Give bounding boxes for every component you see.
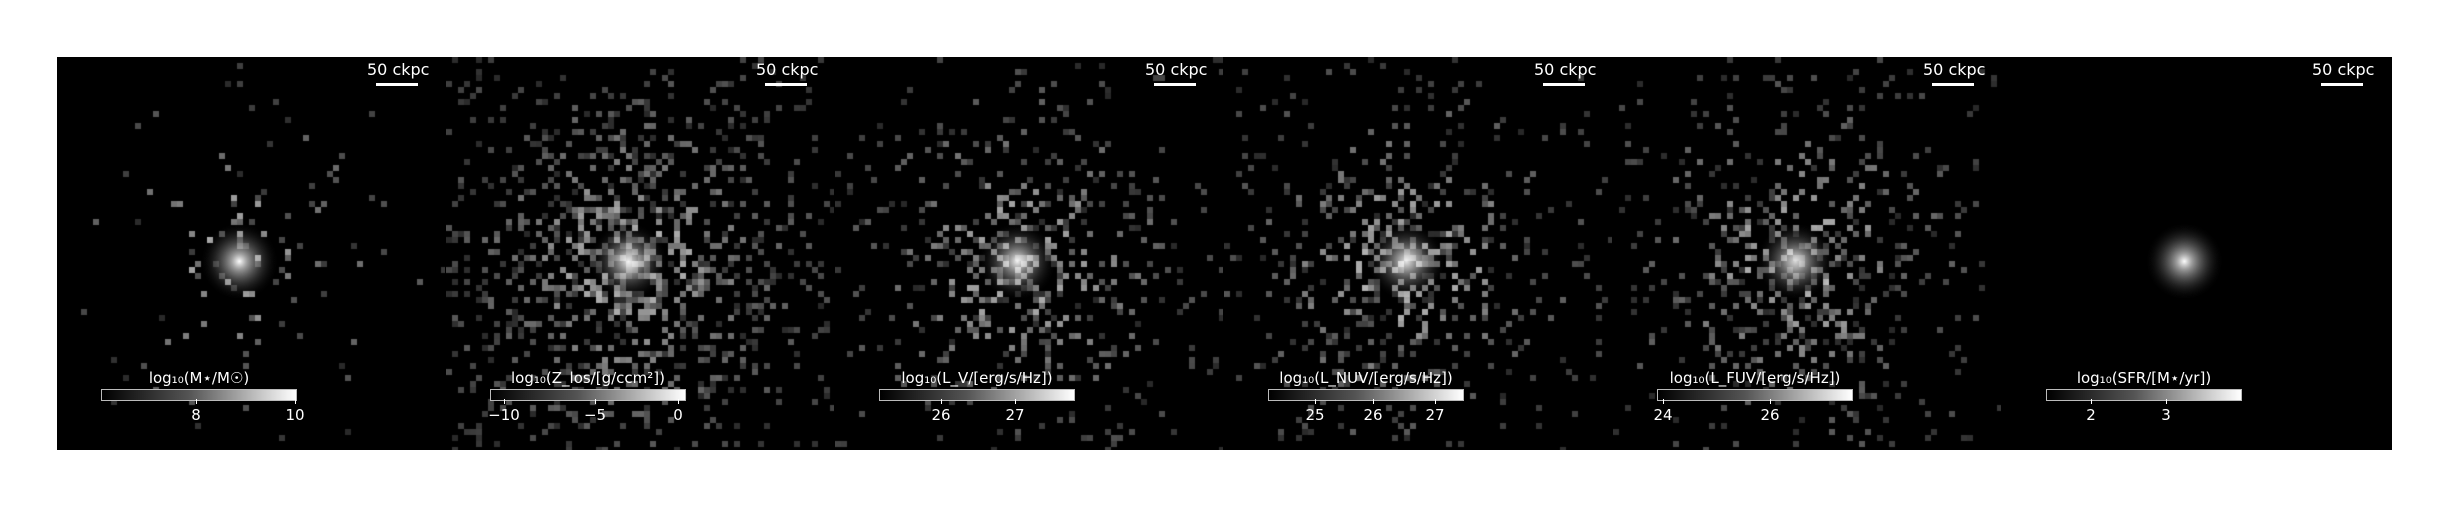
colorbar-tick — [2091, 399, 2092, 404]
colorbar-gradient — [101, 389, 297, 401]
colorbar: log₁₀(L_FUV/[erg/s/Hz]) 24 26 — [1657, 369, 1853, 429]
colorbar-tick-label: 10 — [285, 406, 304, 424]
colorbar-tick — [1663, 399, 1664, 404]
panel-stellar-mass: 50 ckpc log₁₀(M⋆/M☉) 8 10 — [57, 57, 445, 450]
scalebar-line — [1543, 83, 1585, 86]
colorbar-tick-label: 8 — [191, 406, 201, 424]
colorbar-tick — [295, 399, 296, 404]
scalebar: 50 ckpc — [1534, 60, 1594, 86]
colorbar-tick — [1373, 399, 1374, 404]
scalebar-label: 50 ckpc — [367, 60, 427, 79]
panel-fuv: 50 ckpc log₁₀(L_FUV/[erg/s/Hz]) 24 26 — [1613, 57, 2001, 450]
colorbar-label: log₁₀(M⋆/M☉) — [101, 369, 297, 387]
colorbar-tick — [1315, 399, 1316, 404]
colorbar: log₁₀(L_NUV/[erg/s/Hz]) 25 26 27 — [1268, 369, 1464, 429]
figure: 50 ckpc log₁₀(M⋆/M☉) 8 10 50 ckpc log₁₀(Z… — [57, 57, 2392, 450]
scalebar-label: 50 ckpc — [1923, 60, 1983, 79]
scalebar-label: 50 ckpc — [1145, 60, 1205, 79]
scalebar: 50 ckpc — [367, 60, 427, 86]
panel-v-band: 50 ckpc log₁₀(L_V/[erg/s/Hz]) 26 27 — [835, 57, 1223, 450]
colorbar-tick-label: 27 — [1425, 406, 1444, 424]
colorbar-tick-label: 3 — [2161, 406, 2171, 424]
colorbar-tick-label: 26 — [1760, 406, 1779, 424]
colorbar-label: log₁₀(L_NUV/[erg/s/Hz]) — [1268, 369, 1464, 387]
colorbar-tick-label: 27 — [1005, 406, 1024, 424]
colorbar-gradient — [1657, 389, 1853, 401]
colorbar-tick — [504, 399, 505, 404]
colorbar-label: log₁₀(Z_los/[g/ccm²]) — [490, 369, 686, 387]
colorbar: log₁₀(Z_los/[g/ccm²]) −10 −5 0 — [490, 369, 686, 429]
colorbar-tick — [1435, 399, 1436, 404]
colorbar-tick — [595, 399, 596, 404]
colorbar-tick-label: 24 — [1653, 406, 1672, 424]
panel-metallicity: 50 ckpc log₁₀(Z_los/[g/ccm²]) −10 −5 0 — [446, 57, 834, 450]
colorbar-label: log₁₀(SFR/[M⋆/yr]) — [2046, 369, 2242, 387]
scalebar-line — [2321, 83, 2363, 86]
scalebar-line — [376, 83, 418, 86]
colorbar-gradient — [879, 389, 1075, 401]
colorbar-gradient — [490, 389, 686, 401]
panel-sfr: 50 ckpc log₁₀(SFR/[M⋆/yr]) 2 3 — [2002, 57, 2390, 450]
scalebar-label: 50 ckpc — [1534, 60, 1594, 79]
scalebar: 50 ckpc — [2312, 60, 2372, 86]
colorbar: log₁₀(SFR/[M⋆/yr]) 2 3 — [2046, 369, 2242, 429]
colorbar-tick-label: −10 — [488, 406, 520, 424]
colorbar-tick-label: −5 — [584, 406, 606, 424]
colorbar-tick-label: 25 — [1305, 406, 1324, 424]
scalebar-line — [765, 83, 807, 86]
scalebar: 50 ckpc — [1145, 60, 1205, 86]
colorbar: log₁₀(L_V/[erg/s/Hz]) 26 27 — [879, 369, 1075, 429]
colorbar-gradient — [2046, 389, 2242, 401]
colorbar-tick-label: 2 — [2086, 406, 2096, 424]
scalebar-line — [1154, 83, 1196, 86]
colorbar-tick — [2166, 399, 2167, 404]
scalebar: 50 ckpc — [1923, 60, 1983, 86]
colorbar-label: log₁₀(L_V/[erg/s/Hz]) — [879, 369, 1075, 387]
colorbar-tick — [678, 399, 679, 404]
colorbar-tick-label: 0 — [673, 406, 683, 424]
scalebar-line — [1932, 83, 1974, 86]
panel-nuv: 50 ckpc log₁₀(L_NUV/[erg/s/Hz]) 25 26 27 — [1224, 57, 1612, 450]
colorbar-label: log₁₀(L_FUV/[erg/s/Hz]) — [1657, 369, 1853, 387]
colorbar-tick — [941, 399, 942, 404]
scalebar: 50 ckpc — [756, 60, 816, 86]
scalebar-label: 50 ckpc — [2312, 60, 2372, 79]
colorbar-tick-label: 26 — [931, 406, 950, 424]
scalebar-label: 50 ckpc — [756, 60, 816, 79]
colorbar: log₁₀(M⋆/M☉) 8 10 — [101, 369, 297, 429]
colorbar-tick — [1015, 399, 1016, 404]
colorbar-tick — [196, 399, 197, 404]
colorbar-tick — [1770, 399, 1771, 404]
colorbar-tick-label: 26 — [1363, 406, 1382, 424]
